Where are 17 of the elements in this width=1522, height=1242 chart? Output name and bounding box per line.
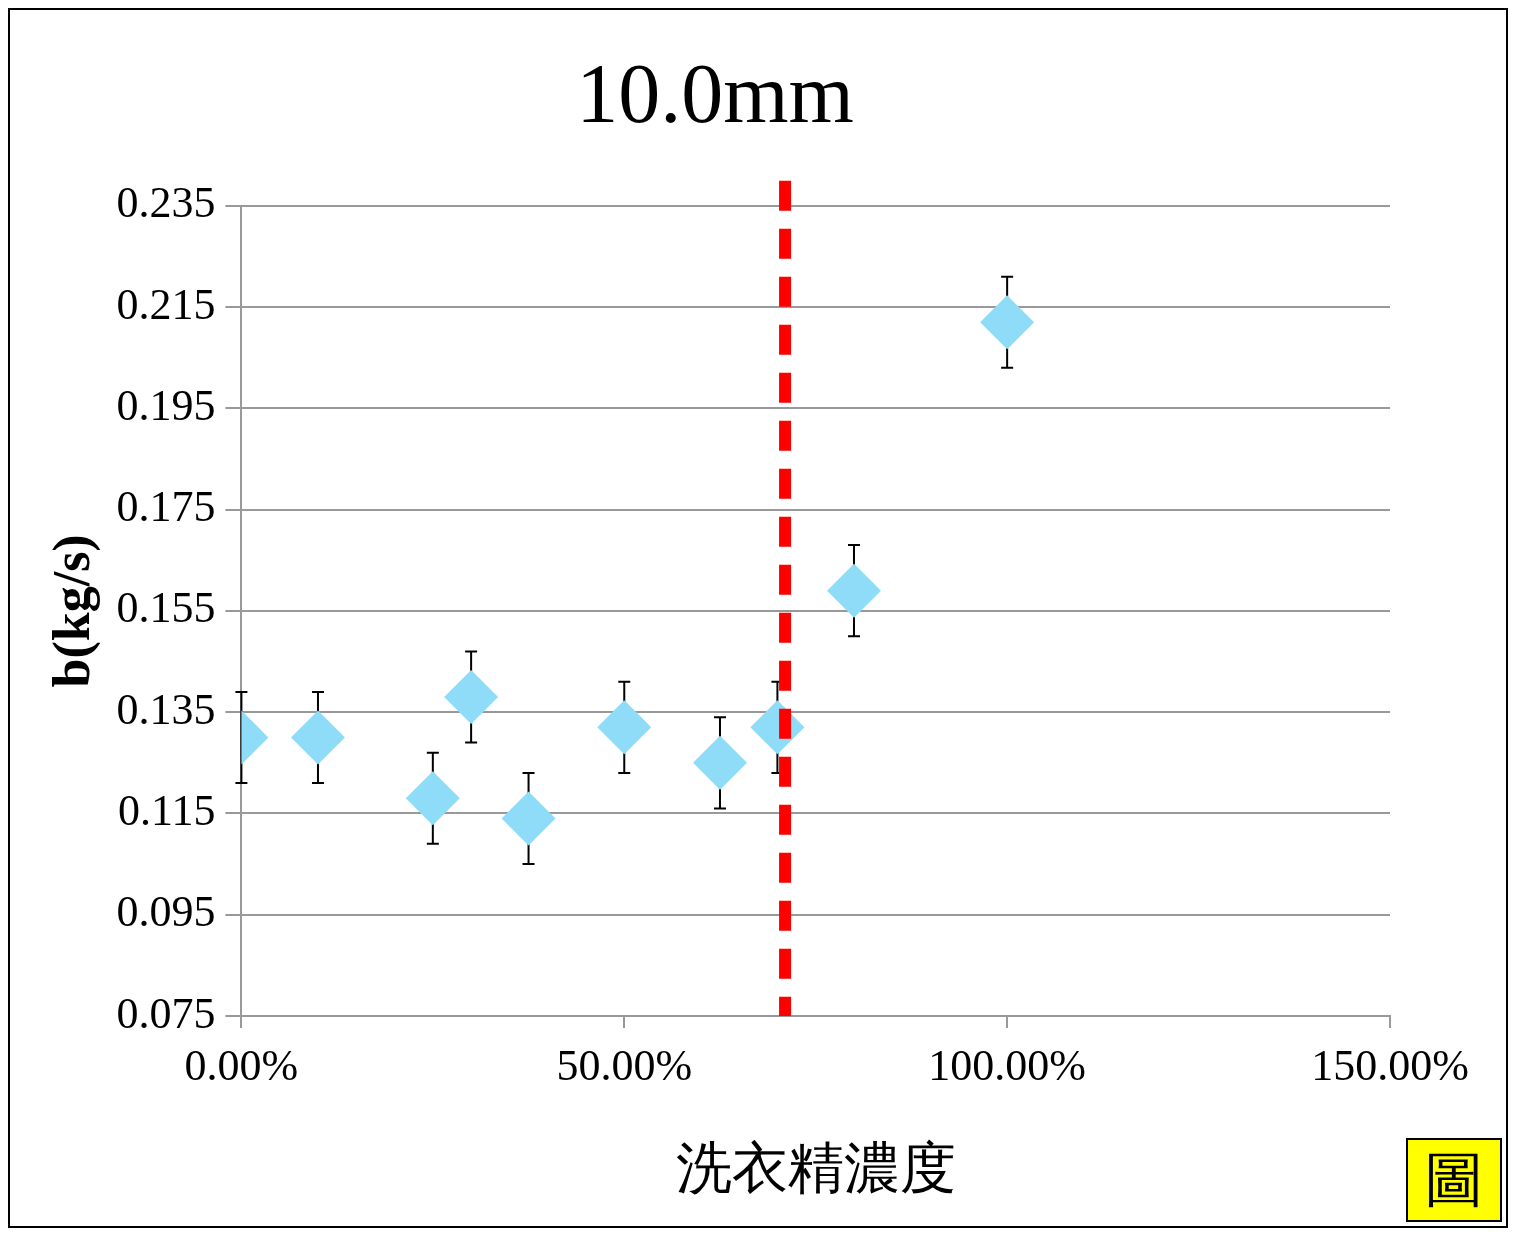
x-axis-title: 洗衣精濃度 <box>675 1137 956 1200</box>
y-tick-label: 0.215 <box>116 279 216 329</box>
x-tick-label: 150.00% <box>1311 1040 1469 1090</box>
x-tick-label: 50.00% <box>556 1040 693 1090</box>
text: 圖 <box>1406 1138 1502 1222</box>
y-tick-label: 0.095 <box>116 887 216 937</box>
chart-title: 10.0mm <box>576 47 854 141</box>
y-tick-label: 0.155 <box>116 583 216 633</box>
y-tick-label: 0.175 <box>116 482 216 532</box>
y-tick-label: 0.115 <box>118 786 216 836</box>
y-axis-title: b(kg/s) <box>42 534 101 688</box>
y-tick-label: 0.135 <box>116 684 216 734</box>
y-tick-label: 0.075 <box>116 988 216 1038</box>
y-tick-label: 0.235 <box>116 178 216 228</box>
x-tick-label: 0.00% <box>184 1040 299 1090</box>
y-tick-label: 0.195 <box>116 380 216 430</box>
x-tick-label: 100.00% <box>928 1040 1086 1090</box>
